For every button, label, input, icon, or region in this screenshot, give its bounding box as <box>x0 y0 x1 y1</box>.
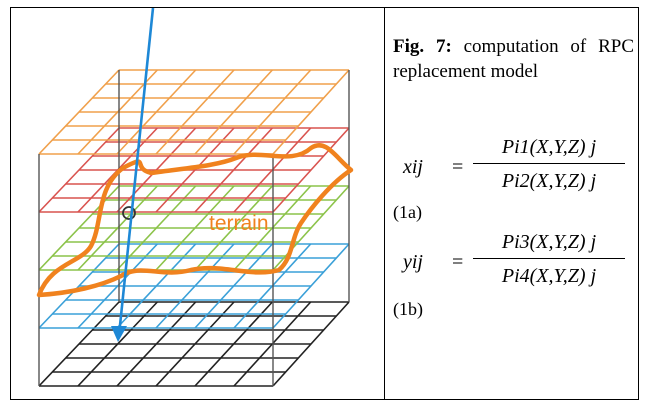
layered-grid-illustration: terrain <box>36 8 354 387</box>
grid-layer-3 <box>38 185 350 271</box>
eq2-equals: = <box>452 251 464 273</box>
eq2-numerator: Pi3(X,Y,Z) j <box>501 231 597 253</box>
viewing-ray <box>117 8 155 336</box>
grid-layer-top <box>38 69 350 155</box>
eq2-number: (1b) <box>393 299 423 319</box>
caption-cell: Fig. 7: computation of RPC replacement m… <box>393 8 634 399</box>
eq2-lhs: yij <box>403 251 423 273</box>
eq2-denominator: Pi4(X,Y,Z) j <box>501 265 597 287</box>
equation-1a: xij = Pi1(X,Y,Z) j Pi2(X,Y,Z) j <box>393 131 633 205</box>
eq1-number: (1a) <box>393 202 422 222</box>
ray-arrowhead-icon <box>111 326 127 342</box>
equation-1b: yij = Pi3(X,Y,Z) j Pi4(X,Y,Z) j <box>393 226 633 300</box>
grid-line <box>272 243 350 329</box>
caption-label: Fig. 7: <box>393 36 452 57</box>
rpc-grid-figure: terrain <box>11 8 384 399</box>
grid-layer-bottom <box>38 301 350 387</box>
eq1-numerator: Pi1(X,Y,Z) j <box>501 136 597 158</box>
terrain-label: terrain <box>209 212 269 235</box>
intersection-marker <box>122 206 136 220</box>
terrain-outline <box>36 143 354 298</box>
grid-line <box>272 127 350 213</box>
caption-text: computation of RPC replacement model <box>393 36 634 82</box>
eq1-denominator: Pi2(X,Y,Z) j <box>501 170 597 192</box>
grid-line <box>272 301 350 387</box>
eq1-equals: = <box>452 156 464 178</box>
column-divider <box>384 8 385 399</box>
figure-table: terrain Fig. 7: computation of RPC repla… <box>10 7 639 400</box>
figure-caption: Fig. 7: computation of RPC replacement m… <box>393 34 634 84</box>
grid-layer-2 <box>38 127 350 213</box>
grid-line <box>272 185 350 271</box>
eq2-fraction-bar <box>473 258 625 259</box>
eq1-fraction-bar <box>473 163 625 164</box>
eq1-lhs: xij <box>403 156 423 178</box>
eq1-fraction: Pi1(X,Y,Z) j Pi2(X,Y,Z) j <box>473 131 625 198</box>
eq2-fraction: Pi3(X,Y,Z) j Pi4(X,Y,Z) j <box>473 226 625 293</box>
grid-line <box>272 69 350 155</box>
